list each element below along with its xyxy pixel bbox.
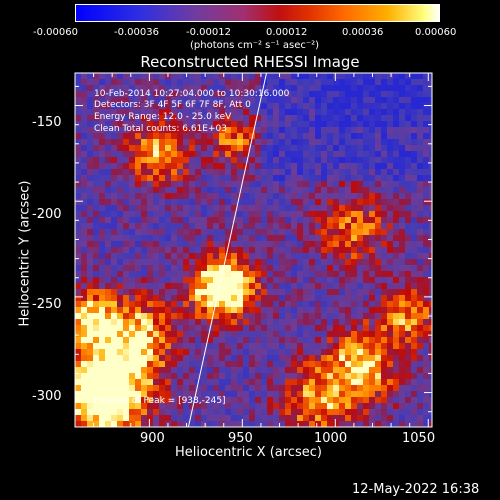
colorbar-unit-label: (photons cm⁻² s⁻¹ asec⁻²) [190,40,320,51]
heatmap-image [75,73,432,427]
solar-limb-line [187,72,268,428]
annotation-clean-counts: Clean Total counts: 6.61E+03 [94,124,227,134]
annotation-detectors: Detectors: 3F 4F 5F 6F 7F 8F, Att 0 [94,100,251,110]
plot-frame [74,72,433,428]
plot-title: Reconstructed RHESSI Image [140,53,360,71]
x-tick-label: 1000 [314,431,348,446]
y-tick-label: -300 [32,389,62,404]
colorbar [75,4,440,22]
annotation-time-range: 10-Feb-2014 10:27:04.000 to 10:30:16.000 [94,89,290,99]
colorbar-tick: 0.00012 [266,27,308,38]
colorbar-tick: -0.00012 [186,27,231,38]
y-tick-label: -250 [32,297,62,312]
x-tick-label: 1050 [402,431,436,446]
annotation-energy-range: Energy Range: 12.0 - 25.0 keV [94,112,232,122]
footer-timestamp: 12-May-2022 16:38 [352,482,480,497]
annotation-peak-position: Position of Peak = [938,-245] [94,396,226,406]
x-axis-label: Heliocentric X (arcsec) [175,445,322,460]
y-axis-label: Heliocentric Y (arcsec) [17,180,33,327]
colorbar-gradient [76,5,439,21]
colorbar-tick: 0.00060 [415,27,457,38]
x-tick-label: 950 [228,431,253,446]
y-tick-label: -200 [32,207,62,222]
x-tick-label: 900 [140,431,165,446]
colorbar-tick: -0.00060 [33,27,78,38]
y-tick-label: -150 [32,115,62,130]
colorbar-tick: -0.00036 [114,27,159,38]
colorbar-tick: 0.00036 [342,27,384,38]
